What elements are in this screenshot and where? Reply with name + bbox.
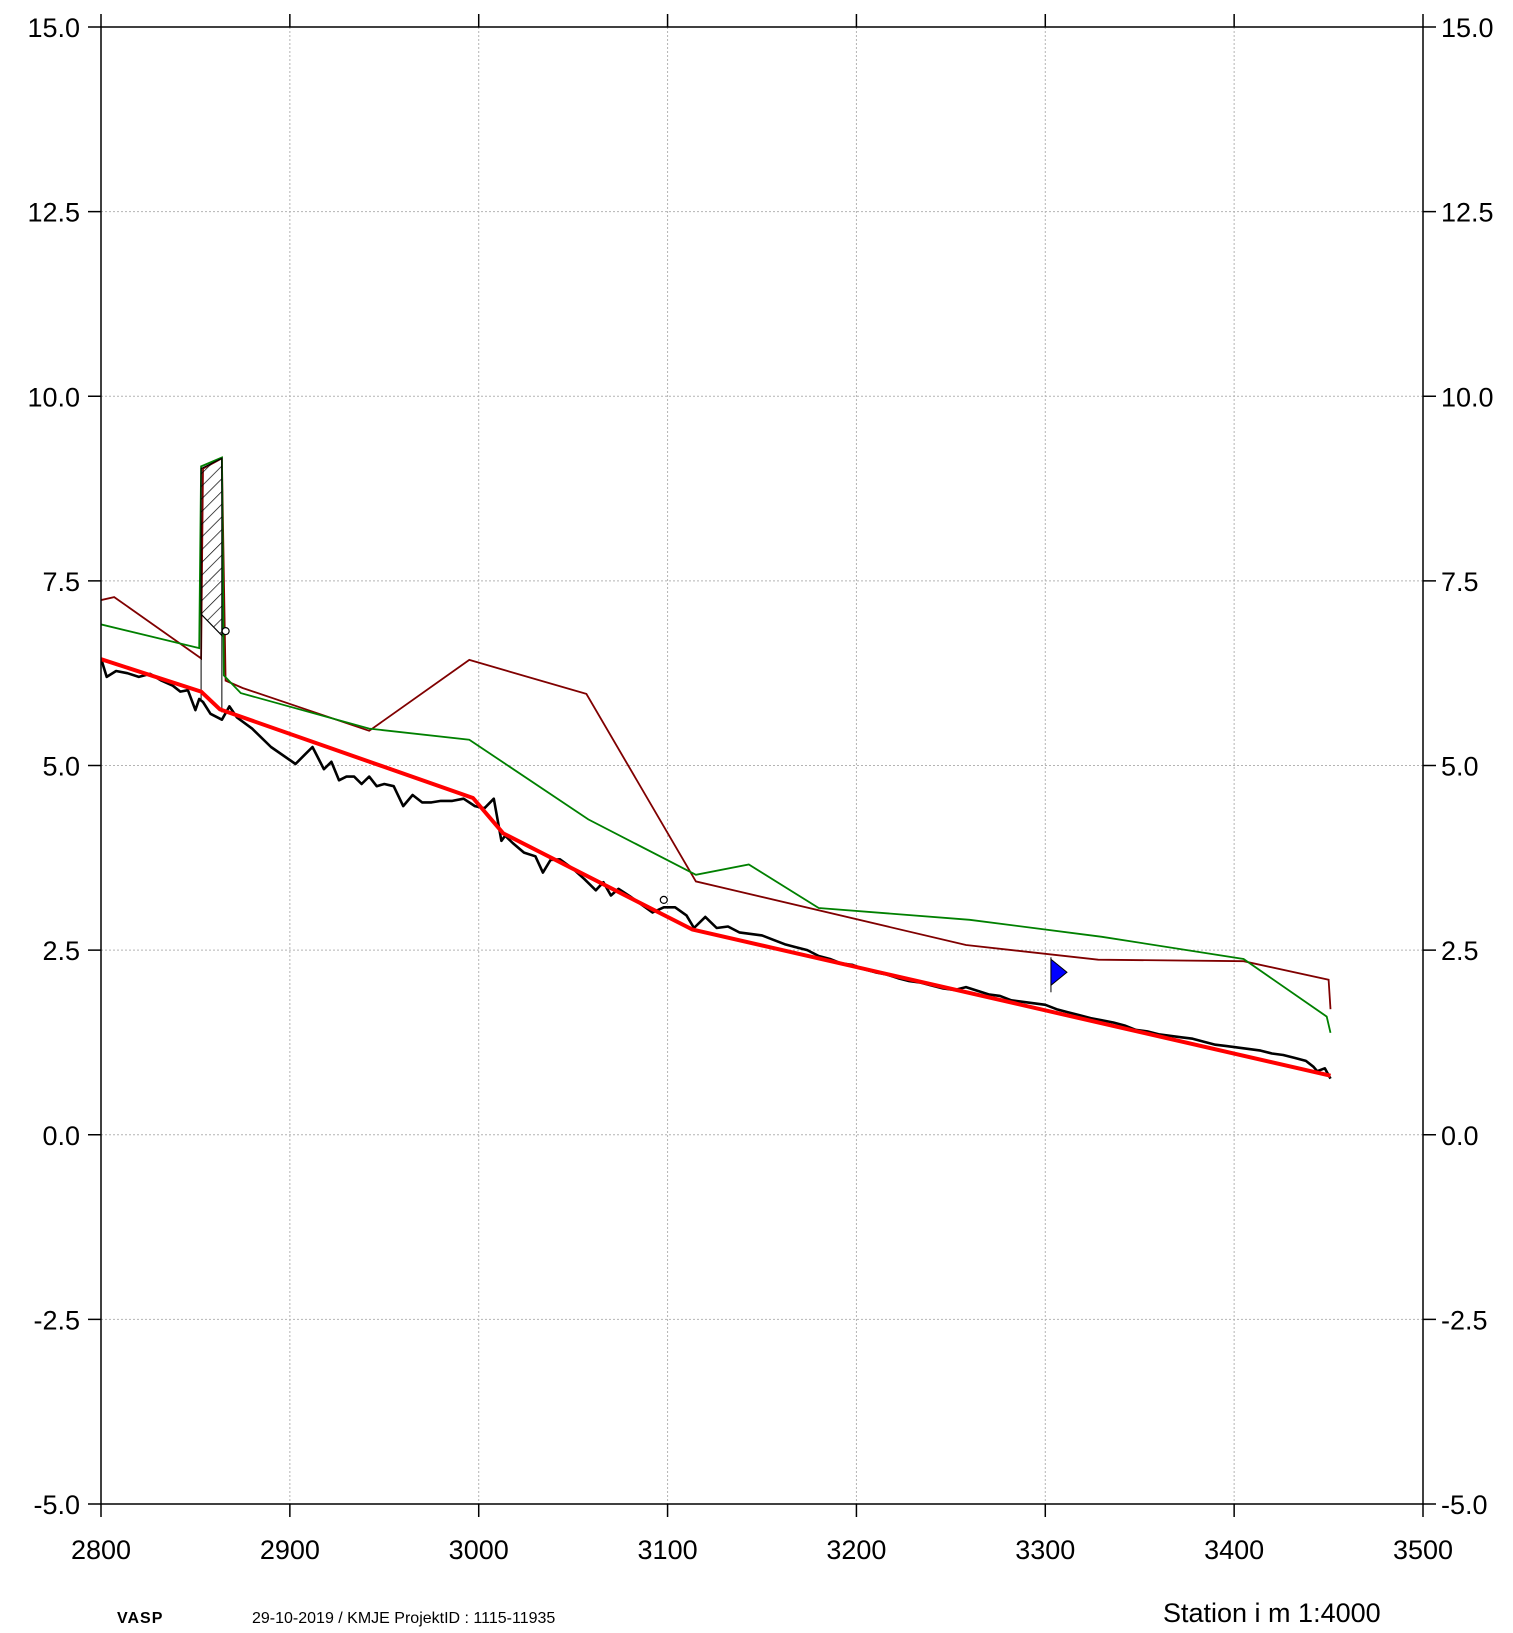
y-tick-label-right: 15.0 — [1441, 13, 1494, 43]
y-tick-label-left: 7.5 — [42, 567, 80, 597]
structure-hatch — [200, 457, 223, 638]
x-tick-label: 3400 — [1204, 1535, 1264, 1565]
y-tick-label-left: -5.0 — [33, 1490, 80, 1520]
y-tick-label-right: 5.0 — [1441, 752, 1479, 782]
x-tick-label: 3500 — [1393, 1535, 1453, 1565]
y-tick-label-right: -5.0 — [1441, 1490, 1488, 1520]
series-layer — [101, 456, 1332, 1080]
x-tick-label: 3100 — [638, 1535, 698, 1565]
x-tick-label: 2900 — [260, 1535, 320, 1565]
y-tick-label-left: -2.5 — [33, 1305, 80, 1335]
x-tick-label: 2800 — [71, 1535, 131, 1565]
survey-point-marker — [221, 626, 230, 636]
y-tick-label-left: 5.0 — [42, 752, 80, 782]
terrain-series — [101, 658, 1332, 1080]
grid-lines — [101, 27, 1423, 1504]
axis-ticks: 2800 2900 3000 3100 3200 3300 3400 3500 -5.0 -5.0… — [27, 13, 1493, 1565]
y-tick-label-right: 12.5 — [1441, 198, 1494, 228]
x-tick-label: 3200 — [826, 1535, 886, 1565]
y-tick-label-right: -2.5 — [1441, 1305, 1488, 1335]
date-project-info: 29-10-2019 / KMJE ProjektID : 1115-11935 — [252, 1610, 556, 1627]
marker-layer — [221, 626, 1068, 993]
flag-marker — [1050, 958, 1068, 987]
y-tick-label-left: 10.0 — [27, 382, 80, 412]
y-tick-label-left: 2.5 — [42, 936, 80, 966]
app-name: VASP — [117, 1610, 164, 1627]
green-line-series — [101, 456, 1332, 1034]
y-tick-label-left: 15.0 — [27, 13, 80, 43]
y-tick-label-right: 10.0 — [1441, 382, 1494, 412]
y-tick-label-left: 12.5 — [27, 198, 80, 228]
y-tick-label-right: 7.5 — [1441, 567, 1479, 597]
grade-series — [101, 657, 1331, 1078]
survey-point-marker — [659, 895, 668, 905]
y-tick-label-right: 2.5 — [1441, 936, 1479, 966]
x-tick-label: 3000 — [449, 1535, 509, 1565]
y-tick-label-left: 0.0 — [42, 1121, 80, 1151]
x-axis-label: Station i m 1:4000 — [1163, 1598, 1381, 1628]
y-tick-label-right: 0.0 — [1441, 1121, 1479, 1151]
x-tick-label: 3300 — [1015, 1535, 1075, 1565]
